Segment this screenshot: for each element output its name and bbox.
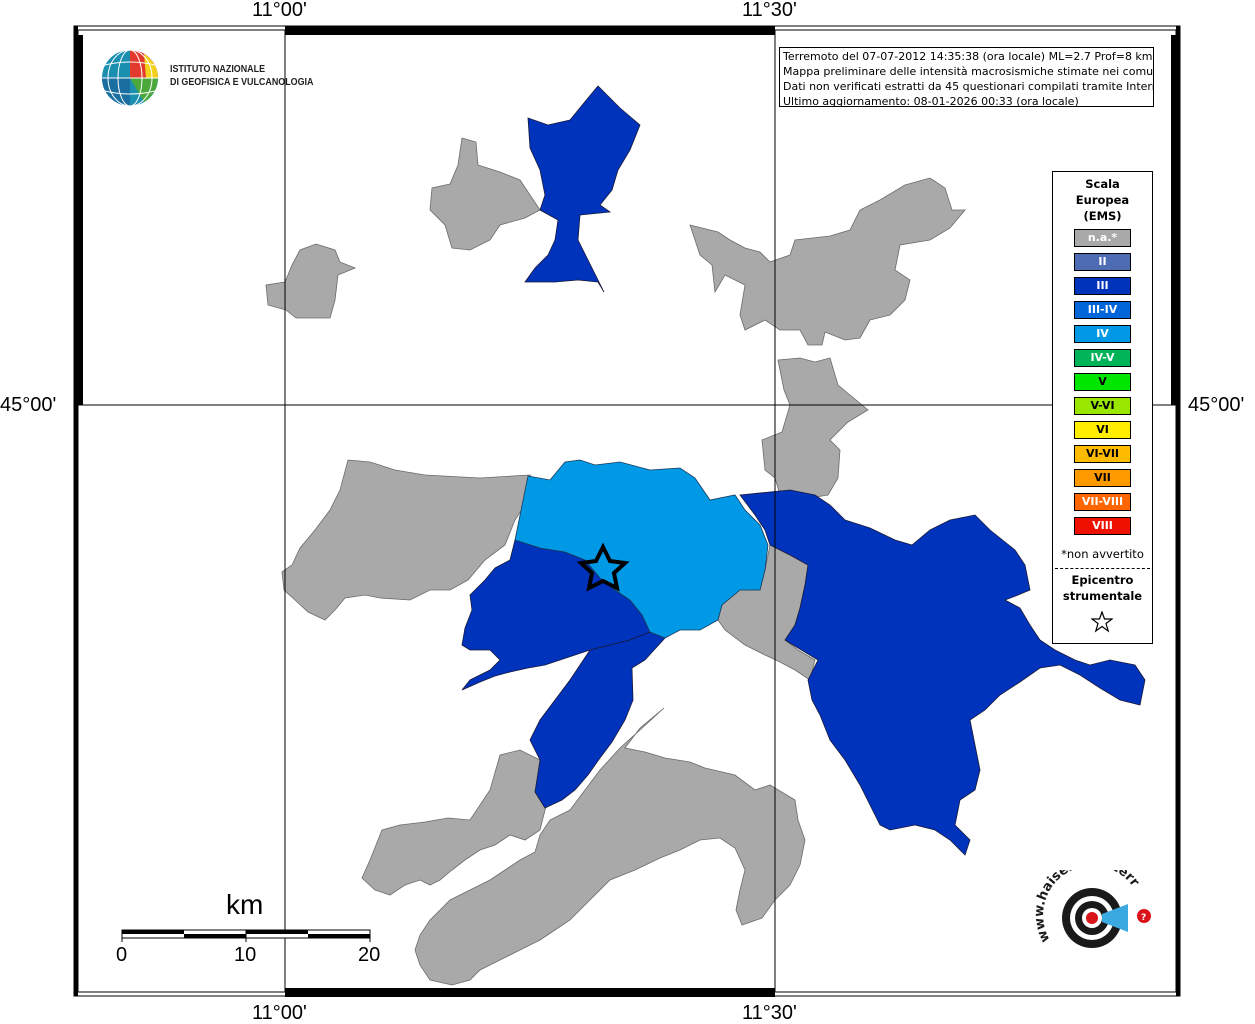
legend-epicenter-line1: Epicentro	[1071, 573, 1134, 587]
svg-text:?: ?	[1141, 913, 1146, 923]
frame-bar-bottom	[285, 988, 775, 997]
legend-swatch: V-VI	[1074, 397, 1131, 415]
legend-swatch: n.a.*	[1074, 229, 1131, 247]
legend-swatch: VI-VII	[1074, 445, 1131, 463]
coord-top-11-00: 11°00'	[252, 0, 307, 21]
legend-not-felt-note: *non avvertito	[1061, 547, 1144, 561]
coord-top-11-30: 11°30'	[742, 0, 797, 21]
legend-title-line1: Scala	[1085, 177, 1120, 191]
municipalities-intensity-iii	[461, 85, 1146, 856]
legend-swatch: III	[1074, 277, 1131, 295]
legend-swatch: VII	[1074, 469, 1131, 487]
legend-swatch: VI	[1074, 421, 1131, 439]
ingv-name-line2: DI GEOFISICA E VULCANOLOGIA	[170, 76, 314, 88]
legend-swatch: III-IV	[1074, 301, 1131, 319]
scale-bar-title: km	[226, 889, 264, 920]
legend-title-line3: (EMS)	[1083, 209, 1122, 223]
ingv-globe-logo	[102, 49, 158, 107]
scale-label-10: 10	[234, 944, 257, 966]
last-update-line: Ultimo aggiornamento: 08-01-2026 00:33 (…	[783, 95, 1079, 107]
coord-left-45-00: 45°00'	[0, 394, 57, 416]
coord-right-45-00: 45°00'	[1188, 394, 1245, 416]
epicenter-star-icon	[576, 542, 630, 592]
legend-star-icon	[1091, 611, 1113, 633]
coord-bottom-11-30: 11°30'	[742, 1002, 797, 1024]
ingv-name: ISTITUTO NAZIONALE DI GEOFISICA E VULCAN…	[170, 63, 313, 89]
scale-label-20: 20	[358, 944, 381, 966]
legend-swatch: V	[1074, 373, 1131, 391]
frame-bar-right	[1171, 35, 1180, 405]
event-info-box: Terremoto del 07-07-2012 14:35:38 (ora l…	[779, 47, 1154, 107]
graticule	[78, 30, 1176, 992]
frame-bar-left	[74, 35, 83, 405]
legend-separator	[1055, 568, 1150, 569]
legend-swatch: II	[1074, 253, 1131, 271]
map-description-line: Mappa preliminare delle intensità macros…	[783, 65, 1154, 78]
ems-legend: Scala Europea (EMS) n.a.* II III III-IV IV IV…	[1052, 171, 1153, 644]
municipalities-not-felt	[265, 137, 966, 986]
legend-swatch: VII-VIII	[1074, 493, 1131, 511]
frame-bar-top	[285, 26, 775, 35]
legend-title-line2: Europea	[1075, 193, 1130, 207]
scale-bar	[121, 929, 371, 942]
data-source-line: Dati non verificati estratti da 45 quest…	[783, 80, 1154, 93]
legend-swatch: IV-V	[1074, 349, 1131, 367]
event-info-line: Terremoto del 07-07-2012 14:35:38 (ora l…	[783, 50, 1153, 63]
coord-bottom-11-00: 11°00'	[252, 1002, 307, 1024]
legend-swatch: VIII	[1074, 517, 1131, 535]
ingv-name-line1: ISTITUTO NAZIONALE	[170, 63, 266, 75]
legend-swatch: IV	[1074, 325, 1131, 343]
haisentitoilterremoto-logo: ? www.haisentitoilterremoto.it	[1030, 870, 1151, 948]
scale-label-0: 0	[116, 944, 128, 966]
legend-epicenter-line2: strumentale	[1062, 589, 1143, 603]
